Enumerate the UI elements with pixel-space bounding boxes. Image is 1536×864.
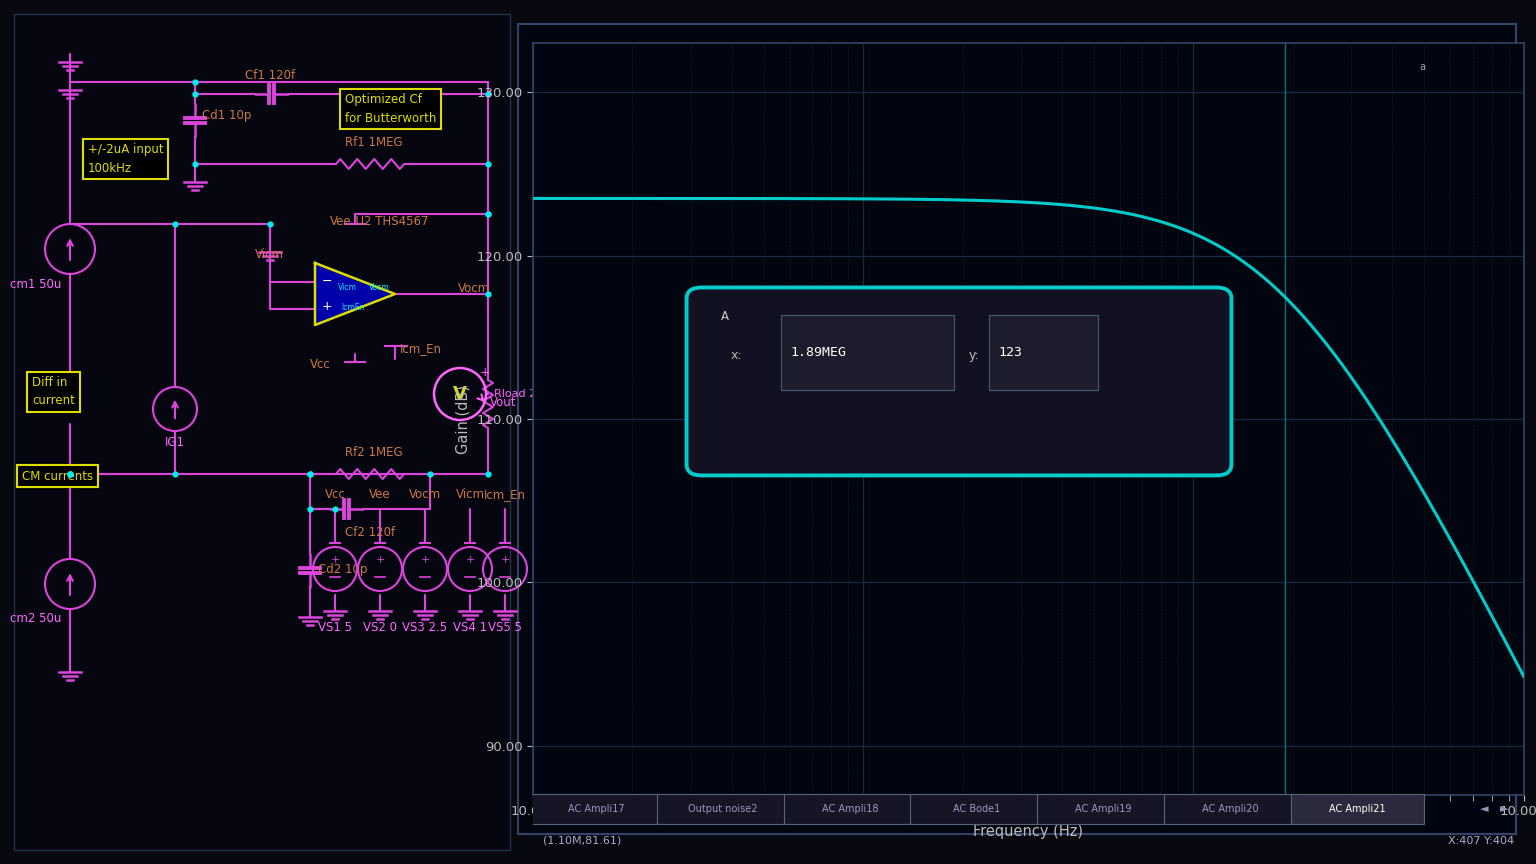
Text: +: + <box>501 555 510 565</box>
FancyBboxPatch shape <box>780 315 954 391</box>
FancyBboxPatch shape <box>687 288 1232 475</box>
Text: Cf2 120f: Cf2 120f <box>346 526 395 539</box>
Text: cm2 50u: cm2 50u <box>11 613 61 626</box>
Text: +: + <box>330 555 339 565</box>
Bar <box>14 14 510 850</box>
Text: VS1 5: VS1 5 <box>318 621 352 634</box>
Text: VS4 1: VS4 1 <box>453 621 487 634</box>
Text: A: A <box>722 310 730 323</box>
Text: Optimized Cf
for Butterworth: Optimized Cf for Butterworth <box>346 93 436 124</box>
Text: y:: y: <box>969 349 980 362</box>
Text: +: + <box>479 366 490 379</box>
Text: Vicm: Vicm <box>456 488 484 501</box>
Polygon shape <box>315 263 395 325</box>
Text: V: V <box>453 385 467 403</box>
Text: Vicm: Vicm <box>255 247 284 261</box>
FancyBboxPatch shape <box>911 794 1043 823</box>
Text: Vocm: Vocm <box>409 488 441 501</box>
Text: Vocm: Vocm <box>369 283 390 291</box>
Text: AC Bode1: AC Bode1 <box>954 804 1000 814</box>
X-axis label: Frequency (Hz): Frequency (Hz) <box>974 824 1083 839</box>
Text: +: + <box>421 555 430 565</box>
Text: Vee: Vee <box>369 488 390 501</box>
Text: Cf1 120f: Cf1 120f <box>246 69 295 82</box>
Text: VS2 0: VS2 0 <box>362 621 396 634</box>
Text: U2 THS4567: U2 THS4567 <box>349 215 429 228</box>
FancyBboxPatch shape <box>1037 794 1170 823</box>
FancyBboxPatch shape <box>1290 794 1424 823</box>
Bar <box>518 24 1516 834</box>
Text: 123: 123 <box>998 346 1023 359</box>
Text: IG1: IG1 <box>164 436 184 449</box>
FancyBboxPatch shape <box>1164 794 1296 823</box>
Text: Rload 2k: Rload 2k <box>495 389 542 399</box>
Text: Cd2 10p: Cd2 10p <box>318 562 367 575</box>
Text: Rf1 1MEG: Rf1 1MEG <box>346 136 402 149</box>
Text: 1.89MEG: 1.89MEG <box>791 346 846 359</box>
Text: (1.10M,81.61): (1.10M,81.61) <box>542 835 621 846</box>
Text: +: + <box>465 555 475 565</box>
Text: Vicm: Vicm <box>338 283 356 291</box>
Text: +/-2uA input
100kHz: +/-2uA input 100kHz <box>88 143 164 175</box>
Text: VS3 2.5: VS3 2.5 <box>402 621 447 634</box>
Text: AC Ampli17: AC Ampli17 <box>568 804 625 814</box>
Text: x:: x: <box>731 349 743 362</box>
Text: VS5 5: VS5 5 <box>488 621 522 634</box>
Text: X:407 Y:404: X:407 Y:404 <box>1447 835 1514 846</box>
FancyBboxPatch shape <box>989 315 1098 391</box>
Text: Diff in
current: Diff in current <box>32 377 75 408</box>
Text: AC Ampli21: AC Ampli21 <box>1329 804 1385 814</box>
Text: Icm_En: Icm_En <box>399 342 442 355</box>
Text: ◄: ◄ <box>1479 804 1488 814</box>
Text: Rf2 1MEG: Rf2 1MEG <box>346 446 402 459</box>
Text: cm1 50u: cm1 50u <box>11 277 61 290</box>
Y-axis label: Gain (dB): Gain (dB) <box>456 384 470 454</box>
Text: CM currents: CM currents <box>22 469 94 482</box>
FancyBboxPatch shape <box>657 794 790 823</box>
Text: Cd1 10p: Cd1 10p <box>203 110 252 123</box>
Text: Vee: Vee <box>330 215 352 228</box>
Text: +: + <box>323 300 333 313</box>
Text: AC Ampli18: AC Ampli18 <box>822 804 879 814</box>
Text: IcmEn: IcmEn <box>341 302 364 312</box>
Text: Vocm: Vocm <box>458 283 490 295</box>
Text: −: − <box>323 275 332 288</box>
FancyBboxPatch shape <box>783 794 917 823</box>
Text: Icm_En: Icm_En <box>484 488 525 501</box>
Text: +: + <box>375 555 384 565</box>
Text: Vout: Vout <box>490 396 516 409</box>
Text: Vcc: Vcc <box>324 488 346 501</box>
Text: Vcc: Vcc <box>310 358 330 371</box>
Text: AC Ampli19: AC Ampli19 <box>1075 804 1132 814</box>
FancyBboxPatch shape <box>530 794 662 823</box>
Text: AC Ampli20: AC Ampli20 <box>1203 804 1260 814</box>
Text: ►: ► <box>1499 804 1508 814</box>
Text: Output noise2: Output noise2 <box>688 804 757 814</box>
Text: a: a <box>1419 62 1425 72</box>
